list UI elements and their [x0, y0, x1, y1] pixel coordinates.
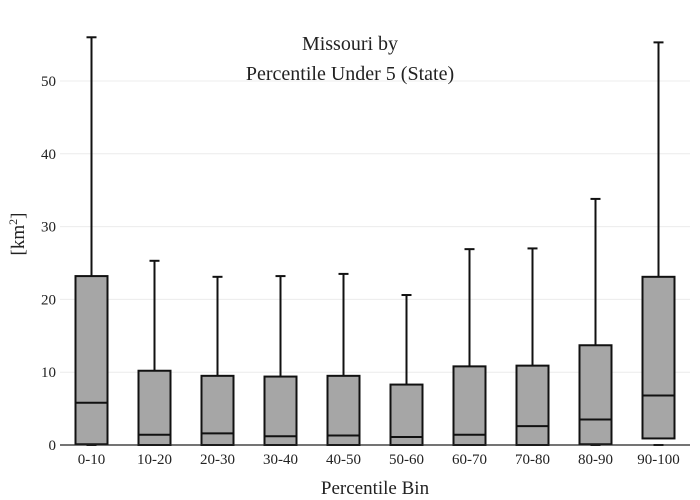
- y-tick-label: 0: [49, 438, 57, 454]
- box-80-90: [578, 197, 613, 446]
- iqr-box: [200, 374, 235, 447]
- chart-title-line-2: Percentile Under 5 (State): [246, 63, 454, 85]
- y-tick-label: 10: [41, 365, 56, 381]
- y-tick-label: 50: [41, 74, 56, 90]
- box-20-30: [200, 275, 235, 447]
- iqr-box: [515, 364, 550, 446]
- x-tick-label: 60-70: [452, 452, 487, 468]
- box-40-50: [326, 272, 361, 447]
- box-series: [74, 36, 676, 447]
- box-90-100: [641, 41, 676, 446]
- y-axis-label-superscript: 2: [6, 219, 20, 225]
- iqr-box: [263, 375, 298, 446]
- x-axis-label: Percentile Bin: [321, 478, 430, 499]
- y-tick-label: 40: [41, 147, 56, 163]
- x-tick-label: 50-60: [389, 452, 424, 468]
- box-60-70: [452, 248, 487, 446]
- x-tick-label: 40-50: [326, 452, 361, 468]
- box-50-60: [389, 294, 424, 447]
- y-tick-label: 20: [41, 292, 56, 308]
- x-tick-label: 20-30: [200, 452, 235, 468]
- x-tick-label: 70-80: [515, 452, 550, 468]
- x-tick-label: 0-10: [78, 452, 106, 468]
- box-70-80: [515, 247, 550, 446]
- iqr-box: [137, 369, 172, 447]
- x-tick-label: 80-90: [578, 452, 613, 468]
- box-10-20: [137, 259, 172, 447]
- x-tick-label: 10-20: [137, 452, 172, 468]
- x-tick-labels: 0-10 10-20 20-30 30-40 40-50 50-60 60-70 70-80 8…: [78, 452, 680, 468]
- y-tick-labels: 0 10 20 30 40 50: [41, 74, 56, 454]
- iqr-box: [389, 383, 424, 447]
- x-tick-label: 30-40: [263, 452, 298, 468]
- box-0-10: [74, 36, 109, 446]
- x-tick-label: 90-100: [637, 452, 680, 468]
- iqr-box: [74, 275, 109, 446]
- chart-title-line-1: Missouri by: [302, 33, 398, 55]
- iqr-box: [326, 374, 361, 447]
- box-30-40: [263, 275, 298, 446]
- iqr-box: [641, 275, 676, 440]
- y-tick-label: 30: [41, 220, 56, 236]
- iqr-box: [578, 344, 613, 446]
- y-axis-label: [km2]: [6, 213, 29, 256]
- iqr-box: [452, 365, 487, 446]
- y-axis-label-close: ]: [8, 213, 29, 219]
- y-axis-label-main: [km: [8, 225, 29, 256]
